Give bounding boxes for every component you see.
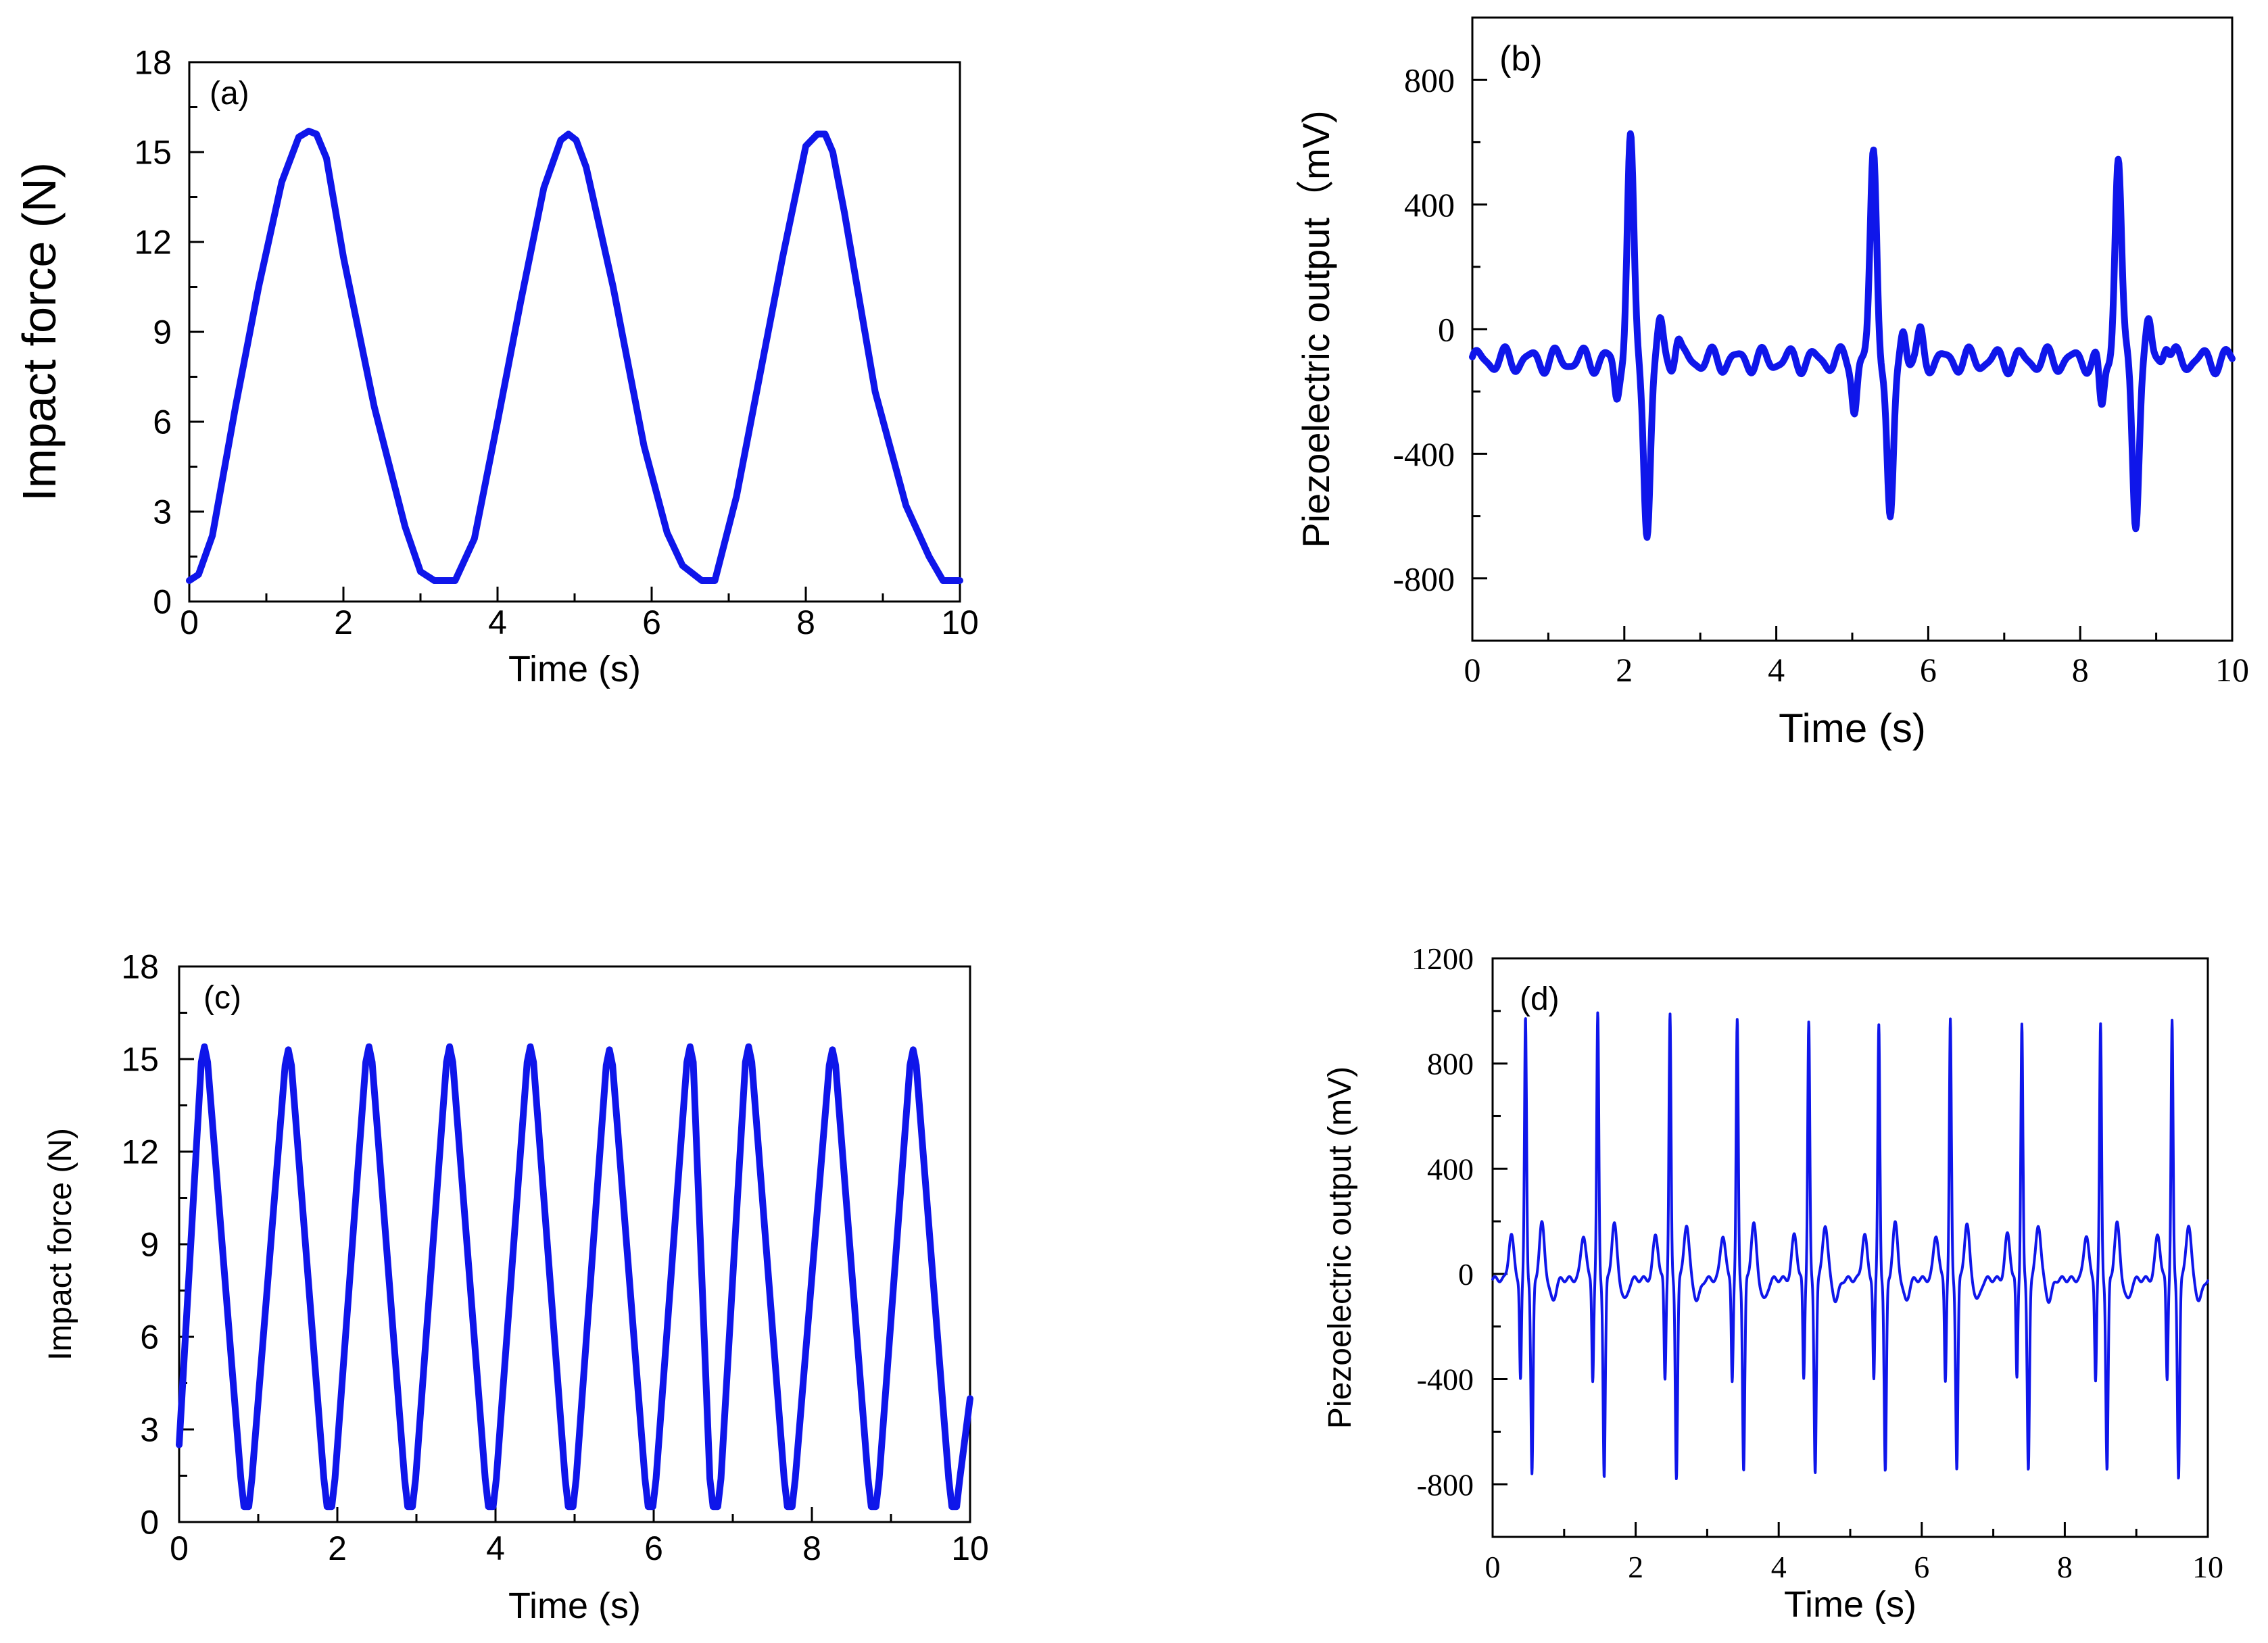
y-tick-label: -800 — [1393, 560, 1455, 597]
y-tick-label: 12 — [134, 224, 172, 262]
y-tick-label: 3 — [140, 1411, 159, 1449]
y-tick-label: 1200 — [1412, 941, 1474, 976]
y-tick-label: 18 — [121, 948, 159, 986]
y-tick-label: 12 — [121, 1133, 159, 1171]
x-axis-title: Time (s) — [1784, 1584, 1916, 1625]
x-tick-label: 2 — [328, 1529, 347, 1567]
x-tick-label: 4 — [1768, 651, 1785, 689]
plot-frame — [1471, 16, 2234, 642]
panel-b-piezoelectric-output: 0 2 4 6 8 10 -800 -400 0 400 800 Time (s) Piezoelect… — [1295, 16, 2249, 751]
y-tick-label: 0 — [1458, 1257, 1474, 1292]
y-tick-label: 6 — [153, 403, 172, 441]
y-tick-label: 6 — [140, 1319, 159, 1356]
data-series-line — [186, 128, 963, 584]
x-tick-label: 8 — [796, 604, 815, 641]
y-tick-label: 3 — [153, 493, 172, 531]
x-tick-label: 2 — [1628, 1550, 1643, 1584]
panel-d-piezoelectric-output: 0 2 4 6 8 10 -800 -400 0 400 800 1200 Time (s) Piezoe… — [1322, 941, 2223, 1625]
data-series-line — [176, 1043, 973, 1511]
panel-c-impact-force: 0 2 4 6 8 10 0 3 6 9 12 15 18 Time (s) Impact force (N… — [43, 948, 989, 1627]
x-tick-label: 8 — [802, 1529, 821, 1567]
y-axis-title: Piezoelectric output (mV) — [1322, 1066, 1358, 1429]
y-tick-label: 400 — [1427, 1152, 1474, 1186]
y-tick-label: 0 — [153, 583, 172, 621]
panel-label: (c) — [203, 980, 241, 1016]
y-tick-label: -800 — [1417, 1467, 1474, 1502]
y-tick-label: 800 — [1404, 62, 1455, 99]
data-series-line — [1469, 130, 2236, 541]
x-axis-title: Time (s) — [508, 1586, 641, 1626]
data-series-line — [1491, 1011, 2209, 1480]
x-tick-label: 10 — [2192, 1550, 2223, 1584]
y-tick-label: 0 — [1438, 311, 1455, 349]
x-tick-label: 0 — [180, 604, 199, 641]
x-tick-label: 6 — [1914, 1550, 1929, 1584]
x-tick-label: 8 — [2057, 1550, 2073, 1584]
x-tick-label: 0 — [170, 1529, 189, 1567]
panel-label: (a) — [210, 76, 249, 112]
x-tick-label: 4 — [488, 604, 507, 641]
x-axis-title: Time (s) — [1779, 706, 1926, 751]
y-tick-label: 0 — [140, 1504, 159, 1542]
x-tick-label: 6 — [644, 1529, 663, 1567]
y-tick-label: 9 — [140, 1226, 159, 1264]
panel-label: (b) — [1499, 39, 1543, 78]
y-tick-label: 400 — [1404, 186, 1455, 224]
x-tick-label: 6 — [1920, 651, 1937, 689]
x-tick-label: 2 — [1616, 651, 1633, 689]
x-tick-label: 6 — [642, 604, 661, 641]
x-axis-title: Time (s) — [508, 649, 641, 689]
y-tick-label: 18 — [134, 44, 172, 82]
x-tick-label: 10 — [2215, 651, 2249, 689]
x-tick-label: 4 — [486, 1529, 505, 1567]
panel-label: (d) — [1520, 981, 1560, 1017]
y-tick-label: 15 — [134, 134, 172, 172]
y-tick-label: -400 — [1417, 1363, 1474, 1397]
y-tick-label: 9 — [153, 314, 172, 351]
x-tick-label: 4 — [1771, 1550, 1787, 1584]
x-tick-label: 2 — [334, 604, 353, 641]
x-tick-label: 10 — [951, 1529, 989, 1567]
y-tick-label: -400 — [1393, 435, 1455, 473]
panel-a-impact-force: 0 2 4 6 8 10 0 3 6 9 12 15 18 Time (s) Impact force (N… — [13, 44, 979, 690]
y-axis-title: Impact force (N) — [13, 162, 66, 501]
y-axis-title: Impact force (N) — [43, 1128, 78, 1360]
x-tick-label: 0 — [1464, 651, 1481, 689]
y-axis-title: Piezoelectric output（mV) — [1295, 110, 1337, 547]
x-tick-label: 10 — [941, 604, 979, 641]
x-tick-label: 8 — [2072, 651, 2089, 689]
y-tick-label: 15 — [121, 1041, 159, 1079]
y-tick-label: 800 — [1427, 1047, 1474, 1081]
x-tick-label: 0 — [1485, 1550, 1501, 1584]
